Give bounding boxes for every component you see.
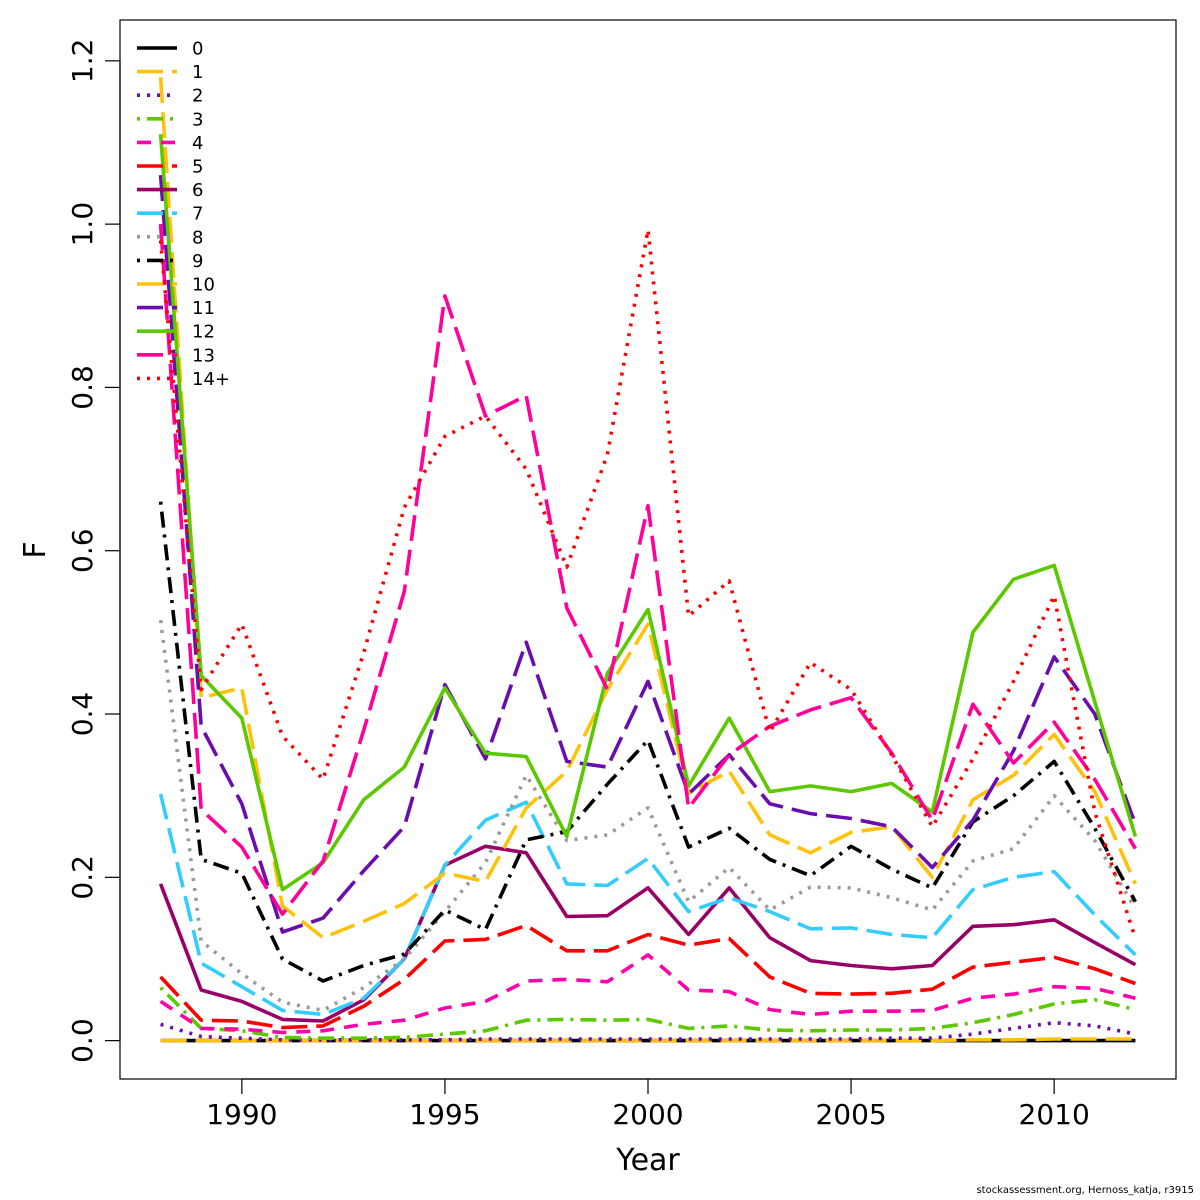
series-line-13 [158, 223, 1137, 916]
y-tick-label: 0.2 [66, 855, 99, 900]
x-tick-label: 1990 [206, 1098, 277, 1131]
legend-label: 3 [192, 109, 203, 130]
series-line-6 [158, 844, 1137, 1023]
credit-text: stockassessment.org, Hernoss_katja, r391… [976, 1185, 1194, 1196]
y-tick-label: 0.6 [66, 528, 99, 573]
y-tick-label: 1.2 [66, 39, 99, 84]
series-line-1 [160, 1037, 1136, 1043]
legend-label: 9 [192, 251, 203, 272]
series-line-8 [158, 619, 1137, 1013]
legend-label: 2 [192, 86, 203, 107]
x-tick-label: 2000 [612, 1098, 683, 1131]
series-line-9 [158, 501, 1137, 983]
series-layer [158, 77, 1138, 1043]
legend-label: 11 [192, 298, 215, 319]
y-tick-label: 0.8 [66, 365, 99, 410]
legend-label: 7 [192, 204, 203, 225]
series-line-3 [159, 986, 1136, 1040]
legend-label: 1 [192, 62, 203, 83]
series-line-4 [159, 953, 1136, 1035]
x-tick-label: 2010 [1019, 1098, 1090, 1131]
x-tick-label: 2005 [815, 1098, 886, 1131]
y-axis: 0.0 0.2 0.4 0.6 0.8 1.0 1.2 [66, 39, 121, 1063]
y-tick-label: 1.0 [66, 202, 99, 247]
legend-label: 10 [192, 275, 215, 296]
series-line-5 [159, 923, 1137, 1030]
legend-label: 4 [192, 133, 203, 154]
series-line-14plus [158, 228, 1138, 940]
y-tick-label: 0.4 [66, 692, 99, 737]
y-axis-title: F [18, 541, 53, 558]
legend-label: 13 [192, 345, 215, 366]
x-tick-label: 1995 [409, 1098, 480, 1131]
x-axis: 1990 1995 2000 2005 2010 [206, 1078, 1090, 1131]
legend-label: 5 [192, 157, 203, 178]
plot-frame [119, 19, 1177, 1080]
x-axis-title: Year [615, 1143, 680, 1178]
legend-label: 14+ [192, 369, 230, 390]
legend-label: 12 [192, 322, 215, 343]
series-line-11 [158, 174, 1138, 934]
series-line-10 [158, 77, 1138, 940]
legend-label: 0 [192, 39, 203, 60]
y-tick-label: 0.0 [66, 1018, 99, 1063]
legend-label: 6 [192, 180, 203, 201]
series-line-7 [158, 793, 1137, 1017]
legend-label: 8 [192, 227, 203, 248]
